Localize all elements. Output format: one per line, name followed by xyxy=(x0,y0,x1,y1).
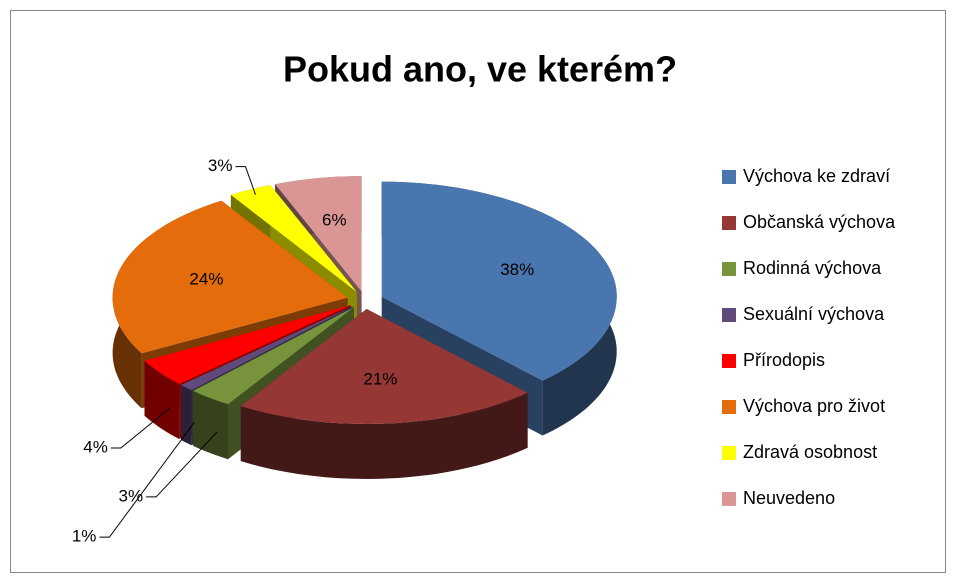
legend-swatch xyxy=(722,262,736,276)
legend-label: Občanská výchova xyxy=(743,212,896,232)
slice-top xyxy=(144,305,351,384)
chart-title: Pokud ano, ve kterém? xyxy=(283,49,677,90)
leader-line xyxy=(110,407,171,449)
slice-top xyxy=(181,306,353,391)
slice-top xyxy=(193,307,354,405)
data-label: 21% xyxy=(363,369,397,388)
slice-top xyxy=(240,309,528,424)
legend-label: Zdravá osobnost xyxy=(743,442,877,462)
legend-label: Výchova pro život xyxy=(743,396,885,416)
slice-top xyxy=(275,176,362,292)
legend-label: Přírodopis xyxy=(743,350,825,370)
legend-swatch xyxy=(722,170,736,184)
legend-swatch xyxy=(722,308,736,322)
data-label: 3% xyxy=(208,156,233,175)
slice xyxy=(240,309,528,479)
leader-line xyxy=(99,421,195,538)
slice-wall xyxy=(193,390,228,460)
legend-label: Neuvedeno xyxy=(743,488,835,508)
slice-top xyxy=(230,185,357,292)
slice-side xyxy=(193,307,354,446)
data-label: 24% xyxy=(189,270,223,289)
legend-swatch xyxy=(722,400,736,414)
legend-swatch xyxy=(722,354,736,368)
data-label: 38% xyxy=(500,260,534,279)
slice-wall xyxy=(144,360,180,439)
leader-line xyxy=(146,431,218,498)
legend-label: Sexuální výchova xyxy=(743,304,885,324)
legend-swatch xyxy=(722,446,736,460)
data-label: 1% xyxy=(72,527,97,546)
slice-top xyxy=(112,200,348,354)
data-label: 4% xyxy=(83,437,108,456)
data-label: 6% xyxy=(322,211,347,230)
legend-swatch xyxy=(722,216,736,230)
leader-line xyxy=(235,166,256,195)
data-label: 3% xyxy=(119,486,144,505)
legend-label: Rodinná výchova xyxy=(743,258,882,278)
slice-wall xyxy=(240,392,528,479)
legend-swatch xyxy=(722,492,736,506)
legend-label: Výchova ke zdraví xyxy=(743,166,890,186)
slice-wall xyxy=(181,385,192,446)
slice-top xyxy=(381,181,617,381)
